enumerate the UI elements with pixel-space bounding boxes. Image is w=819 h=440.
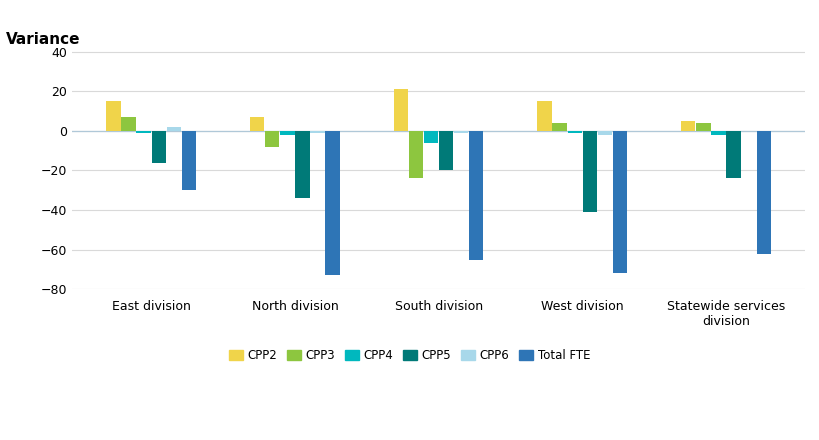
Bar [182, 131, 196, 190]
Legend: CPP2, CPP3, CPP4, CPP5, CPP6, Total FTE: CPP2, CPP3, CPP4, CPP5, CPP6, Total FTE [224, 345, 594, 367]
Bar [567, 131, 581, 133]
Bar [393, 89, 408, 131]
Bar [681, 121, 695, 131]
Bar [423, 131, 437, 143]
Bar [409, 131, 423, 178]
Bar [325, 131, 339, 275]
Bar [106, 101, 120, 131]
Bar [468, 131, 483, 260]
Bar [295, 131, 310, 198]
Bar [536, 101, 551, 131]
Bar [250, 117, 264, 131]
Bar [310, 131, 324, 133]
Bar [152, 131, 165, 162]
Bar [726, 131, 740, 178]
Bar [454, 131, 468, 133]
Bar [121, 117, 136, 131]
Bar [166, 127, 181, 131]
Bar [552, 123, 566, 131]
Bar [710, 131, 725, 135]
Bar [280, 131, 294, 135]
Bar [265, 131, 279, 147]
Bar [582, 131, 596, 212]
Bar [695, 123, 709, 131]
Text: Variance: Variance [7, 32, 80, 47]
Bar [612, 131, 627, 273]
Bar [438, 131, 453, 170]
Bar [136, 131, 151, 133]
Bar [597, 131, 611, 135]
Bar [756, 131, 770, 253]
